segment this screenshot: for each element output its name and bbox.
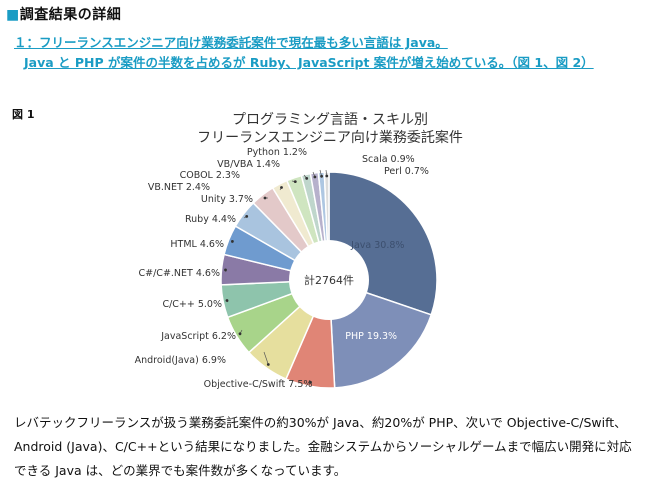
leader-dot xyxy=(266,363,270,366)
pie-label-c-c-: C/C++ 5.0% xyxy=(162,299,222,310)
chart-title-line-1: プログラミング言語・スキル別 xyxy=(232,112,428,128)
pie-label-objective-c-swift: Objective-C/Swift 7.5% xyxy=(204,379,313,390)
leader-dot xyxy=(313,175,317,179)
pie-label-python: Python 1.2% xyxy=(247,147,307,158)
pie-label-javascript: JavaScript 6.2% xyxy=(160,331,236,342)
pie-label-scala: Scala 0.9% xyxy=(362,154,415,165)
pie-label-java: Java 30.8% xyxy=(350,240,404,251)
headline-line-2: Java と PHP が案件の半数を占めるが Ruby、JavaScript 案… xyxy=(24,55,594,70)
leader-dot xyxy=(224,268,227,272)
leader-dot xyxy=(231,240,234,243)
body-line-3: できる Java は、どの業界でも案件数が多くなっています。 xyxy=(14,463,347,478)
pie-label-android-java-: Android(Java) 6.9% xyxy=(135,355,226,366)
section-marker: ■ xyxy=(6,7,20,23)
pie-label-vb-net: VB.NET 2.4% xyxy=(148,182,210,193)
leader-dot xyxy=(305,177,309,180)
leader-line xyxy=(263,351,269,365)
pie-label-cobol: COBOL 2.3% xyxy=(180,170,240,181)
section-title-text: 調査結果の詳細 xyxy=(19,7,122,23)
pie-label-unity: Unity 3.7% xyxy=(201,194,253,205)
pie-label-ruby: Ruby 4.4% xyxy=(185,214,236,225)
leader-dot xyxy=(309,380,312,384)
pie-label-perl: Perl 0.7% xyxy=(384,166,429,177)
section-title: ■調査結果の詳細 xyxy=(6,4,121,24)
pie-label-vb-vba: VB/VBA 1.4% xyxy=(217,159,280,170)
leader-dot xyxy=(293,180,297,184)
headline-line-1: １：フリーランスエンジニア向け業務委託案件で現在最も多い言語は Java。 xyxy=(14,35,448,50)
leader-dot xyxy=(245,215,249,218)
body-line-1: レバテックフリーランスが扱う業務委託案件の約30%が Java、約20%が PH… xyxy=(14,415,627,430)
leader-dot xyxy=(320,174,323,178)
leader-dot xyxy=(325,174,329,178)
pie-label-c-c-net: C#/C#.NET 4.6% xyxy=(139,268,220,279)
pie-center-label: 計2764件 xyxy=(304,273,354,287)
leader-dot xyxy=(238,332,242,336)
leader-dot xyxy=(225,299,229,302)
body-text: レバテックフリーランスが扱う業務委託案件の約30%が Java、約20%が PH… xyxy=(14,411,654,483)
pie-label-php: PHP 19.3% xyxy=(345,331,397,342)
pie-label-html: HTML 4.6% xyxy=(170,239,224,250)
chart-title-line-2: フリーランスエンジニア向け業務委託案件 xyxy=(197,130,463,146)
pie-center-hole xyxy=(289,240,369,320)
body-line-2: Android (Java)、C/C++という結果になりました。金融システムから… xyxy=(14,439,632,454)
figure-label: 図 1 xyxy=(12,108,35,121)
leader-dot xyxy=(280,186,283,189)
leader-dot xyxy=(263,196,267,200)
